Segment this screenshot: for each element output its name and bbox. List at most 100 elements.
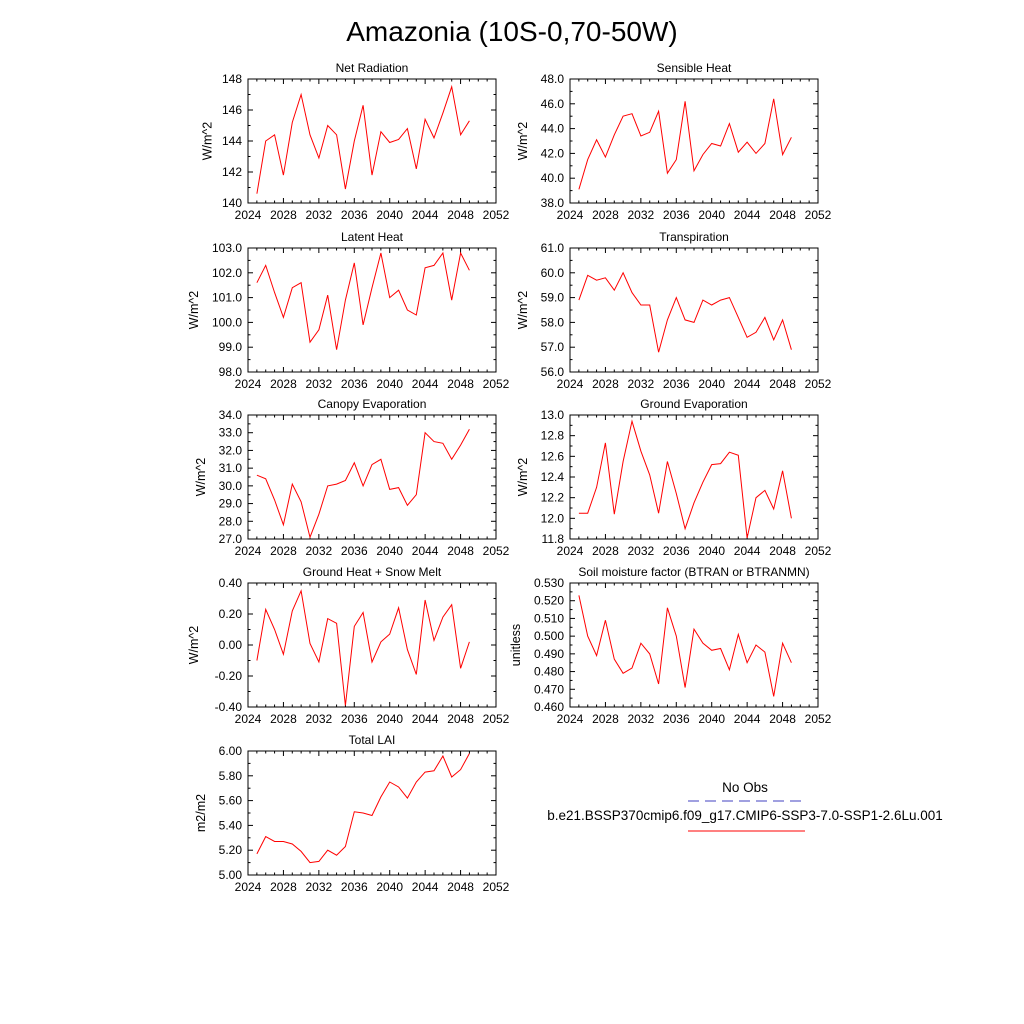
chart-panel: 2024 2028 2032 2036 2040 2044 2048 2052 98.0 99.0… <box>187 230 510 391</box>
y-tick-label: 5.40 <box>219 818 243 832</box>
chart-panel: 2024 2028 2032 2036 2040 2044 2048 2052 27.0 28.0… <box>194 397 510 558</box>
page-title: Amazonia (10S-0,70-50W) <box>346 16 677 47</box>
panel-title: Canopy Evaporation <box>318 397 427 411</box>
x-tick-label: 2048 <box>447 880 474 894</box>
x-tick-label: 2028 <box>592 712 619 726</box>
y-tick-label: 99.0 <box>219 340 243 354</box>
y-tick-label: 44.0 <box>541 122 565 136</box>
x-tick-label: 2052 <box>805 208 832 222</box>
x-tick-label: 2028 <box>270 544 297 558</box>
x-tick-label: 2048 <box>447 377 474 391</box>
y-tick-label: 0.40 <box>219 576 243 590</box>
y-tick-label: -0.20 <box>215 669 243 683</box>
x-tick-label: 2032 <box>306 544 333 558</box>
x-tick-label: 2044 <box>412 377 439 391</box>
x-tick-label: 2024 <box>235 880 262 894</box>
x-tick-label: 2028 <box>270 712 297 726</box>
y-axis-title: unitless <box>509 624 523 666</box>
x-tick-label: 2024 <box>235 544 262 558</box>
chart-panel: 2024 2028 2032 2036 2040 2044 2048 2052 0.460 0.4… <box>509 565 832 726</box>
y-tick-label: 0.510 <box>534 611 564 625</box>
y-tick-label: 60.0 <box>541 266 565 280</box>
y-tick-label: 0.530 <box>534 576 564 590</box>
series-line <box>578 98 792 190</box>
x-tick-label: 2036 <box>663 712 690 726</box>
x-tick-label: 2036 <box>341 712 368 726</box>
plot-frame <box>247 750 497 876</box>
x-tick-label: 2036 <box>341 208 368 222</box>
panel-title: Ground Evaporation <box>640 397 747 411</box>
y-axis-title: W/m^2 <box>516 458 530 497</box>
panels-container: 2024 2028 2032 2036 2040 2044 2048 2052 140 142 14… <box>187 61 832 894</box>
x-tick-label: 2044 <box>412 208 439 222</box>
x-tick-label: 2032 <box>306 377 333 391</box>
series-line <box>578 271 792 353</box>
y-tick-label: 5.60 <box>219 794 243 808</box>
x-tick-label: 2040 <box>698 712 725 726</box>
x-tick-label: 2040 <box>698 208 725 222</box>
x-tick-label: 2028 <box>270 880 297 894</box>
x-tick-label: 2048 <box>769 712 796 726</box>
y-axis-title: W/m^2 <box>201 122 215 161</box>
x-tick-label: 2052 <box>483 377 510 391</box>
y-tick-label: 48.0 <box>541 72 565 86</box>
x-tick-label: 2024 <box>557 208 584 222</box>
x-tick-label: 2024 <box>235 377 262 391</box>
x-tick-label: 2024 <box>235 208 262 222</box>
x-tick-label: 2024 <box>557 712 584 726</box>
x-tick-label: 2044 <box>412 880 439 894</box>
y-tick-label: 102.0 <box>212 266 242 280</box>
series-line <box>256 753 470 864</box>
x-tick-label: 2036 <box>663 377 690 391</box>
x-tick-label: 2032 <box>628 377 655 391</box>
x-tick-label: 2048 <box>447 208 474 222</box>
y-tick-label: 30.0 <box>219 479 243 493</box>
y-axis-title: W/m^2 <box>187 291 201 330</box>
x-tick-label: 2048 <box>769 377 796 391</box>
y-tick-label: 0.20 <box>219 607 243 621</box>
y-tick-label: 142 <box>222 165 242 179</box>
y-tick-label: 42.0 <box>541 146 565 160</box>
panel-title: Ground Heat + Snow Melt <box>303 565 442 579</box>
x-tick-label: 2036 <box>341 880 368 894</box>
panel-title: Net Radiation <box>336 61 409 75</box>
y-tick-label: 0.490 <box>534 647 564 661</box>
y-tick-label: 31.0 <box>219 461 243 475</box>
x-tick-label: 2032 <box>628 712 655 726</box>
x-tick-label: 2040 <box>376 712 403 726</box>
y-tick-label: 58.0 <box>541 315 565 329</box>
x-tick-label: 2048 <box>447 544 474 558</box>
y-tick-label: 146 <box>222 103 242 117</box>
y-tick-label: 12.0 <box>541 511 565 525</box>
y-tick-label: 100.0 <box>212 315 242 329</box>
y-tick-label: 33.0 <box>219 426 243 440</box>
y-tick-label: 12.6 <box>541 449 565 463</box>
y-tick-label: 32.0 <box>219 443 243 457</box>
x-tick-label: 2052 <box>483 544 510 558</box>
x-tick-label: 2044 <box>734 377 761 391</box>
y-tick-label: 5.00 <box>219 868 243 882</box>
plot-frame <box>247 78 497 204</box>
x-tick-label: 2052 <box>805 544 832 558</box>
plot-frame <box>247 414 497 540</box>
chart-panel: 2024 2028 2032 2036 2040 2044 2048 2052 140 142 14… <box>201 61 510 222</box>
y-tick-label: 29.0 <box>219 497 243 511</box>
x-tick-label: 2032 <box>628 544 655 558</box>
y-tick-label: 61.0 <box>541 241 565 255</box>
series-line <box>256 84 470 194</box>
y-tick-label: 140 <box>222 196 242 210</box>
x-tick-label: 2040 <box>698 377 725 391</box>
x-tick-label: 2028 <box>270 377 297 391</box>
plot-frame <box>569 247 819 373</box>
y-tick-label: 46.0 <box>541 97 565 111</box>
x-tick-label: 2028 <box>592 208 619 222</box>
x-tick-label: 2040 <box>698 544 725 558</box>
chart-panel: 2024 2028 2032 2036 2040 2044 2048 2052 38.0 40.0… <box>516 61 832 222</box>
x-tick-label: 2036 <box>341 544 368 558</box>
series-line <box>578 595 792 697</box>
x-tick-label: 2040 <box>376 544 403 558</box>
x-tick-label: 2044 <box>734 544 761 558</box>
y-tick-label: 34.0 <box>219 408 243 422</box>
x-tick-label: 2052 <box>483 208 510 222</box>
